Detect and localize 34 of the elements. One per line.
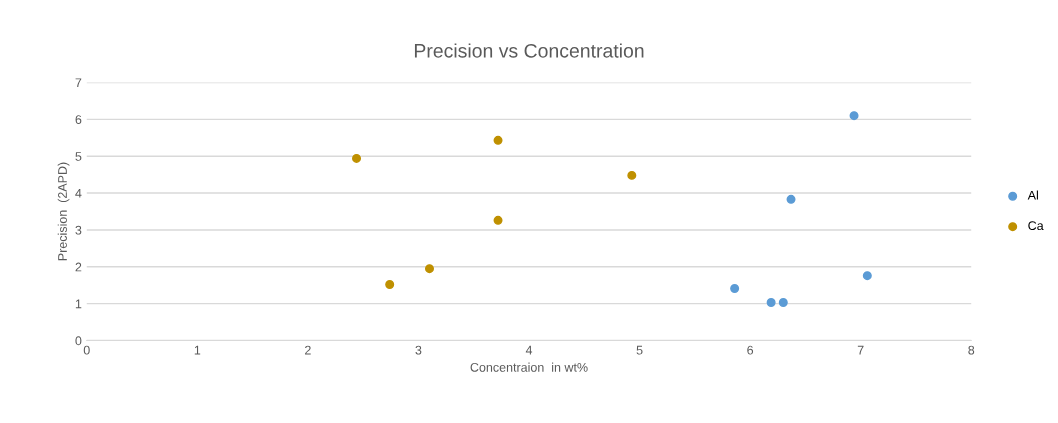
x-tick-label: 3 bbox=[415, 345, 422, 355]
legend-label: Ca bbox=[1028, 221, 1044, 231]
y-tick-label: 0 bbox=[75, 336, 82, 346]
x-tick-label: 0 bbox=[83, 345, 90, 355]
point bbox=[849, 111, 859, 121]
x-tick-label: 4 bbox=[525, 345, 533, 355]
chart-title: Precision vs Concentration bbox=[414, 43, 644, 58]
x-tick-label: 8 bbox=[968, 345, 975, 355]
legend-label: Al bbox=[1027, 190, 1038, 200]
point bbox=[385, 279, 395, 289]
x-tick-label: 5 bbox=[636, 345, 643, 355]
x-tick-label: 6 bbox=[747, 345, 754, 355]
x-tick-label: 7 bbox=[857, 345, 864, 355]
y-tick-label: 1 bbox=[75, 299, 82, 309]
point bbox=[862, 271, 872, 281]
point bbox=[424, 264, 434, 274]
y-tick-label: 3 bbox=[75, 225, 82, 235]
point bbox=[493, 135, 503, 145]
point bbox=[766, 298, 776, 308]
y-tick-label: 5 bbox=[75, 152, 82, 161]
x-tick-label: 1 bbox=[194, 345, 201, 355]
x-tick-label: 2 bbox=[305, 345, 311, 355]
point bbox=[627, 170, 637, 180]
y-axis-title: Precision (2APD) bbox=[57, 162, 70, 261]
point bbox=[730, 284, 740, 294]
x-axis-title: Concentraion in wt% bbox=[470, 362, 588, 372]
y-tick-label: 7 bbox=[75, 78, 82, 88]
point bbox=[778, 298, 788, 308]
point bbox=[786, 194, 796, 204]
point bbox=[493, 215, 503, 225]
point bbox=[352, 153, 362, 163]
y-tick-label: 4 bbox=[75, 189, 82, 198]
y-tick-label: 2 bbox=[75, 262, 82, 272]
y-tick-label: 6 bbox=[75, 115, 82, 124]
